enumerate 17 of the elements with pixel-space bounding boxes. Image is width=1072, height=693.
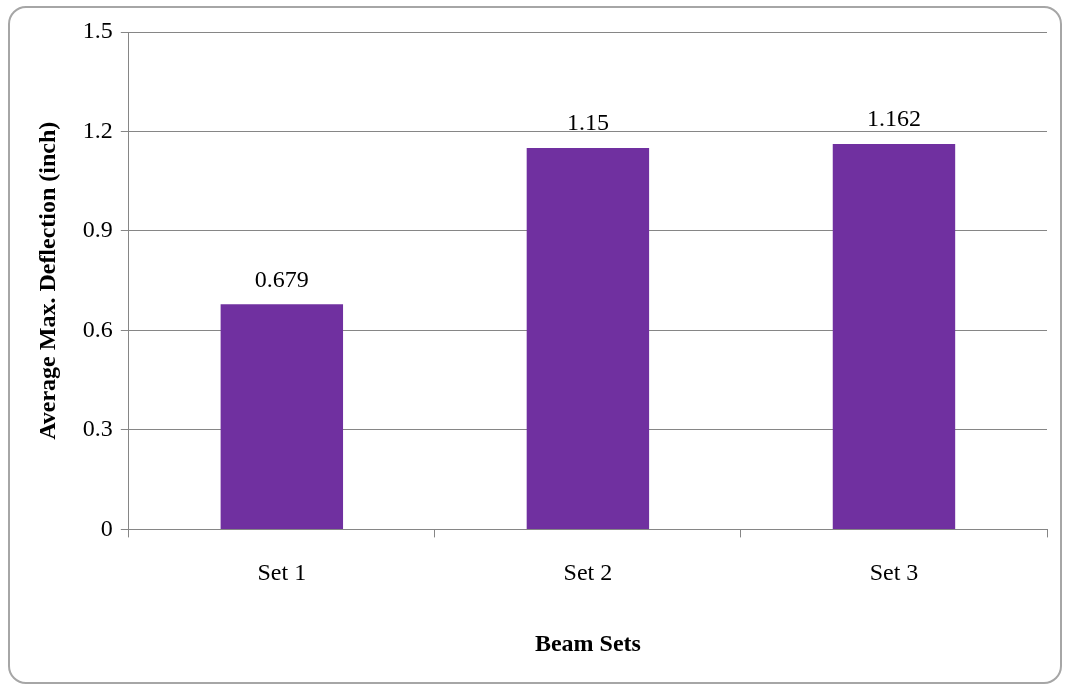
data-label: 1.15	[566, 109, 609, 136]
y-tick-label: 0.3	[82, 415, 113, 442]
x-axis-title: Beam Sets	[534, 629, 641, 656]
x-tick-label: Set 2	[563, 559, 613, 586]
bar	[220, 304, 344, 529]
bar	[526, 148, 650, 529]
y-tick-label: 1.5	[82, 17, 113, 44]
y-tick-label: 0.6	[82, 315, 113, 342]
y-tick-label: 0	[100, 514, 113, 541]
y-tick-label: 1.2	[82, 116, 113, 143]
x-tick-label: Set 1	[257, 559, 307, 586]
x-tick-label: Set 3	[869, 559, 919, 586]
y-axis-title: Average Max. Deflection (inch)	[33, 121, 60, 440]
data-label: 0.679	[254, 265, 309, 292]
y-tick-label: 0.9	[82, 216, 113, 243]
bar	[832, 144, 956, 529]
data-label: 1.162	[866, 105, 921, 132]
